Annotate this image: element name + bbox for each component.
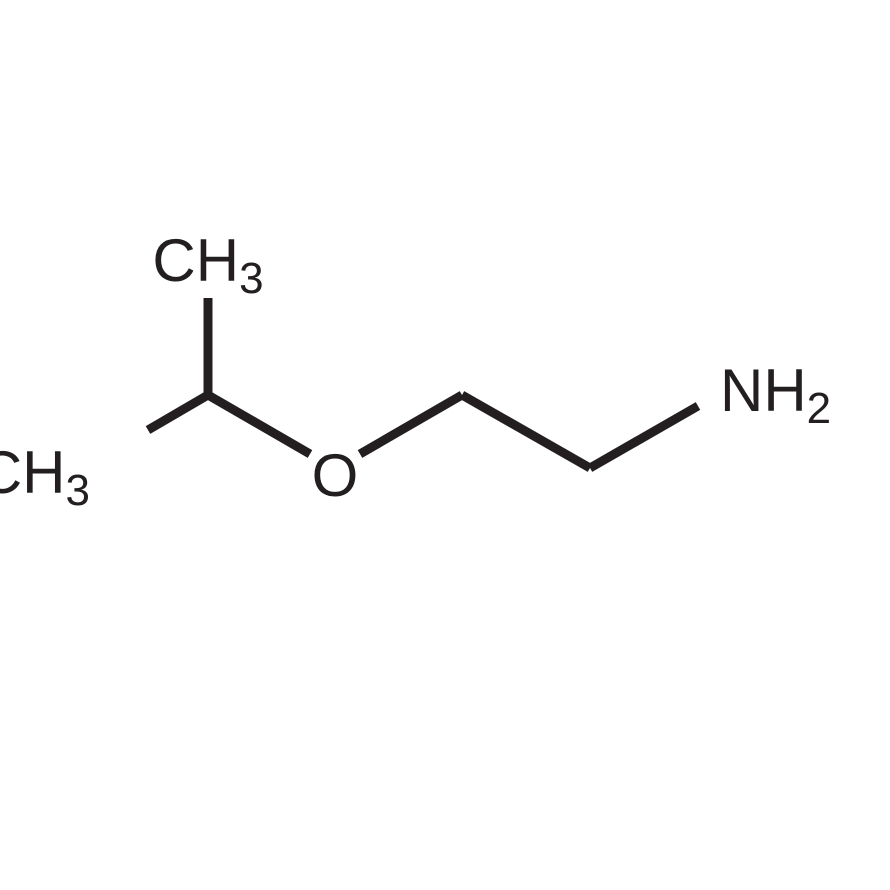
bond [360,395,462,454]
bond [462,395,590,468]
atom-label: NH2 [720,357,831,433]
bond [148,395,208,430]
atom-label: O [312,442,359,509]
atom-label: CH3 [152,227,263,303]
atom-label: CH3 [0,439,90,515]
bond [208,395,310,454]
molecule-diagram: CH3 CH3 O NH2 [0,0,890,890]
bond [590,406,698,468]
